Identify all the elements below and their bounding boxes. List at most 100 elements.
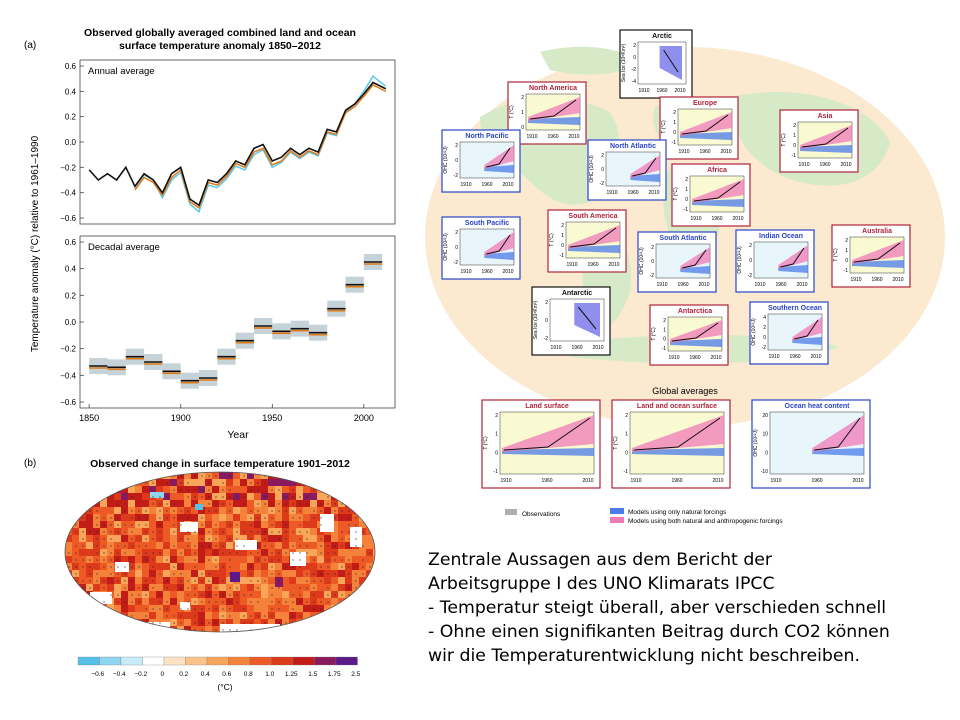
panel-b-grid-cell <box>156 556 163 563</box>
panel-b-significance-dot <box>306 475 308 477</box>
panel-b-significance-dot <box>138 566 140 568</box>
panel-b-grid-cell <box>247 598 254 605</box>
panel-b-grid-cell <box>275 521 282 528</box>
panel-b-grid-cell <box>163 577 170 584</box>
panel-b-significance-dot <box>348 594 350 596</box>
regional-panel-xtick: 1960 <box>571 345 582 351</box>
panel-b-grid-cell <box>345 577 352 584</box>
panel-b-significance-dot <box>96 545 98 547</box>
panel-b-grid-cell <box>310 605 317 612</box>
regional-panel-xtick: 1910 <box>850 277 861 283</box>
regional-panel-ytick: 1 <box>663 327 666 333</box>
panel-b-significance-dot <box>103 545 105 547</box>
panel-b-grid-cell <box>254 479 261 486</box>
panel-b-significance-dot <box>292 601 294 603</box>
regional-panel-ytick: -2 <box>600 181 605 187</box>
panel-b-grid-cell <box>135 542 142 549</box>
panel-b-grid-cell <box>310 521 317 528</box>
panel-b-grid-cell <box>72 591 79 598</box>
panel-b-grid-cell <box>205 570 212 577</box>
panel-b-grid-cell <box>86 535 93 542</box>
panel-b-grid-cell <box>156 500 163 507</box>
panel-b-grid-cell <box>121 542 128 549</box>
panel-a-ytick-label: −0.4 <box>60 371 76 380</box>
panel-b-grid-cell <box>366 619 373 626</box>
panel-b-grid-cell <box>198 549 205 556</box>
panel-b-grid-cell <box>345 472 352 479</box>
panel-b-significance-dot <box>89 503 91 505</box>
panel-b-grid-cell <box>219 500 226 507</box>
panel-b-significance-dot <box>187 496 189 498</box>
panel-b-grid-cell <box>352 472 359 479</box>
panel-b-grid-cell <box>352 591 359 598</box>
regional-panel-yunit: T (°C) <box>781 133 787 147</box>
panel-b-significance-dot <box>201 489 203 491</box>
panel-b-grid-cell <box>331 542 338 549</box>
panel-b-significance-dot <box>271 524 273 526</box>
regional-panel-observation-line <box>794 319 819 340</box>
panel-b-significance-dot <box>103 559 105 561</box>
panel-b-grid-cell <box>79 612 86 619</box>
panel-b-grid-cell <box>107 472 114 479</box>
panel-b-grid-cell <box>170 500 177 507</box>
panel-b-grid-cell <box>191 591 198 598</box>
panel-b-grid-cell <box>359 626 366 632</box>
panel-b-grid-cell <box>247 591 254 598</box>
panel-b-grid-cell <box>261 577 268 584</box>
panel-b-grid-cell <box>352 563 359 570</box>
panel-b-grid-cell <box>107 584 114 591</box>
panel-b-significance-dot <box>369 608 371 610</box>
panel-b-grid-cell <box>149 535 156 542</box>
panel-b-grid-cell <box>373 626 375 632</box>
panel-b-significance-dot <box>334 510 336 512</box>
panel-b-grid-cell <box>275 486 282 493</box>
panel-b-significance-dot <box>152 608 154 610</box>
panel-b-grid-cell <box>135 486 142 493</box>
panel-b-grid-cell <box>198 626 205 632</box>
panel-b-grid-cell <box>303 542 310 549</box>
panel-b-grid-cell <box>198 556 205 563</box>
panel-b-significance-dot <box>103 608 105 610</box>
panel-b-grid-cell <box>142 507 149 514</box>
panel-b-grid-cell <box>128 626 135 632</box>
regional-panel-yunit: OHC (10²²J) <box>443 233 449 261</box>
panel-b-significance-dot <box>341 538 343 540</box>
panel-b-significance-dot <box>187 517 189 519</box>
panel-b-grid-cell <box>310 556 317 563</box>
panel-b-significance-dot <box>292 510 294 512</box>
panel-b-significance-dot <box>250 552 252 554</box>
panel-b-significance-dot <box>362 566 364 568</box>
panel-b-significance-dot <box>236 524 238 526</box>
panel-b-grid-cell <box>212 549 219 556</box>
panel-b-grid-cell <box>282 619 289 626</box>
panel-b-significance-dot <box>194 552 196 554</box>
panel-b-grid-cell <box>219 528 226 535</box>
regional-panel-anthropogenic-band <box>692 179 744 203</box>
panel-b-grid-cell <box>184 584 191 591</box>
panel-b-significance-dot <box>313 482 315 484</box>
panel-b-grid-cell <box>359 549 366 556</box>
panel-b-significance-dot <box>110 531 112 533</box>
panel-b-significance-dot <box>103 496 105 498</box>
panel-b-significance-dot <box>117 615 119 617</box>
panel-b-grid-cell <box>289 612 296 619</box>
panel-b-grid-cell <box>163 528 170 535</box>
panel-a-subplot-label-0: Annual average <box>88 66 155 77</box>
panel-b-grid-cell <box>156 514 163 521</box>
panel-b-grid-cell <box>261 570 268 577</box>
panel-b-grid-cell <box>79 591 86 598</box>
panel-b-grid-cell <box>170 528 177 535</box>
panel-b-grid-cell <box>261 514 268 521</box>
panel-b-significance-dot <box>103 615 105 617</box>
panel-b-grid-cell <box>184 486 191 493</box>
panel-b-grid-cell <box>93 507 100 514</box>
panel-b-colorbar-tick: 0.4 <box>201 671 210 678</box>
panel-b-significance-dot <box>355 601 357 603</box>
panel-b-colorbar-tick: 2.5 <box>351 671 360 678</box>
panel-b-grid-cell <box>142 563 149 570</box>
panel-b-significance-dot <box>208 475 210 477</box>
panel-b-significance-dot <box>355 510 357 512</box>
panel-b-grid-cell <box>121 584 128 591</box>
panel-b-grid-cell <box>261 542 268 549</box>
panel-b-grid-cell <box>128 619 135 626</box>
